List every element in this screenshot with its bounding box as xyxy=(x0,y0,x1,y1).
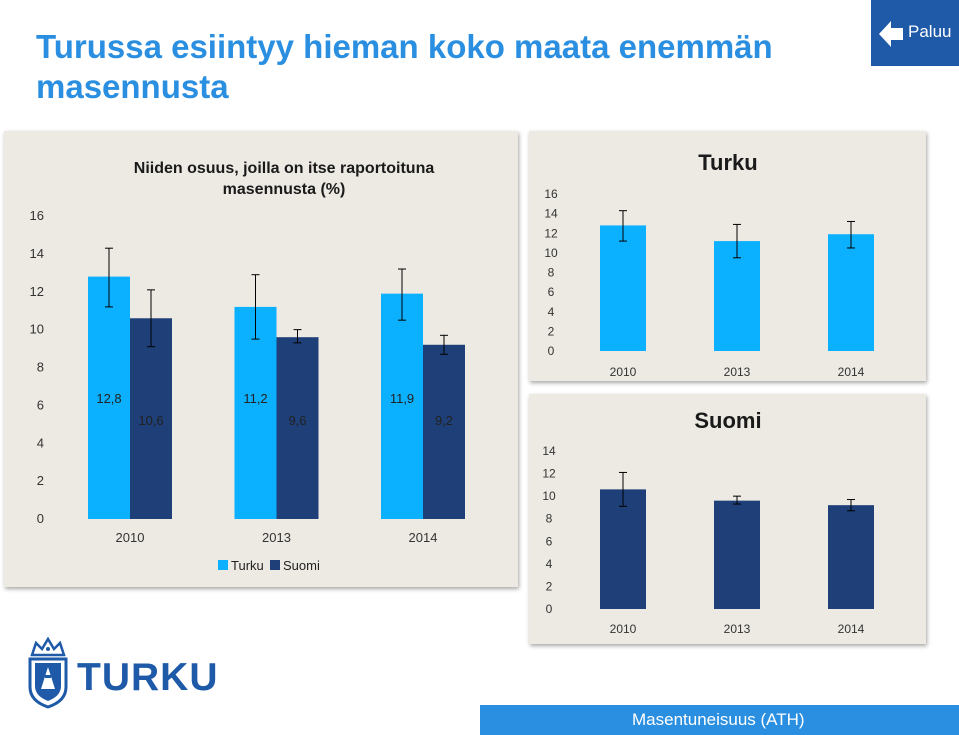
legend-label-suomi: Suomi xyxy=(283,558,320,573)
logo-text: TURKU xyxy=(77,656,219,699)
legend: Turku Suomi xyxy=(218,558,320,573)
y-tick-label: 2 xyxy=(548,324,555,338)
y-tick-label: 12 xyxy=(544,226,558,240)
x-tick-label: 2013 xyxy=(724,365,751,379)
y-tick-label: 4 xyxy=(37,435,44,450)
bar-turku-2010 xyxy=(88,276,130,519)
y-tick-label: 14 xyxy=(544,207,558,221)
y-tick-label: 4 xyxy=(546,557,553,571)
main-chart: Niiden osuus, joilla on itse raportoitun… xyxy=(30,160,465,573)
y-tick-label: 6 xyxy=(546,534,553,548)
y-tick-label: 8 xyxy=(37,360,44,375)
y-tick-label: 14 xyxy=(30,246,44,261)
data-label: 11,9 xyxy=(390,391,414,406)
y-tick-label: 16 xyxy=(544,187,558,201)
footer-label: Masentuneisuus (ATH) xyxy=(632,710,805,729)
page-title: Turussa esiintyy hieman koko maata enemm… xyxy=(36,28,773,105)
x-tick-label: 2010 xyxy=(610,365,637,379)
y-tick-label: 2 xyxy=(37,473,44,488)
x-tick-label: 2014 xyxy=(838,365,865,379)
y-tick-label: 6 xyxy=(548,285,555,299)
y-tick-label: 14 xyxy=(542,444,556,458)
bar-suomi-2013 xyxy=(276,337,319,519)
y-tick-label: 16 xyxy=(30,208,44,223)
bar-turku-2013 xyxy=(714,241,760,351)
data-label: 11,2 xyxy=(243,391,267,406)
bar-turku-2013 xyxy=(234,306,277,519)
turku-chart: Turku 0 2 4 6 8 10 12 14 16 2010 2013 2014 xyxy=(544,150,874,379)
x-tick-label: 2014 xyxy=(838,622,865,636)
y-tick-label: 4 xyxy=(548,305,555,319)
data-label: 10,6 xyxy=(138,413,163,428)
x-tick-label: 2013 xyxy=(724,622,751,636)
chart-title-line-2: masennusta (%) xyxy=(223,181,346,198)
bar-turku-2010 xyxy=(600,225,646,351)
y-tick-label: 10 xyxy=(544,246,558,260)
y-tick-label: 0 xyxy=(546,602,553,616)
x-tick-label: 2013 xyxy=(262,530,291,545)
y-tick-label: 0 xyxy=(548,344,555,358)
back-button[interactable]: Paluu xyxy=(871,0,959,66)
suomi-chart-panel: Suomi 0 2 4 6 8 10 12 14 2010 2013 2014 xyxy=(529,394,926,644)
chart-title: Niiden osuus, joilla on itse raportoitun… xyxy=(134,160,435,177)
legend-label-turku: Turku xyxy=(231,558,264,573)
bar-suomi-2013 xyxy=(714,500,760,609)
chart-title: Suomi xyxy=(694,408,761,433)
legend-swatch-turku xyxy=(218,560,228,570)
bar-turku-2014 xyxy=(381,293,423,519)
bar-suomi-2014 xyxy=(423,344,465,519)
y-tick-label: 6 xyxy=(37,397,44,412)
bar-suomi-2010 xyxy=(130,318,172,519)
y-tick-label: 12 xyxy=(30,284,44,299)
x-tick-label: 2010 xyxy=(116,530,145,545)
main-chart-panel: Niiden osuus, joilla on itse raportoitun… xyxy=(4,131,518,587)
y-tick-label: 8 xyxy=(546,512,553,526)
bar-suomi-2014 xyxy=(828,505,874,609)
y-tick-label: 10 xyxy=(30,322,44,337)
legend-swatch-suomi xyxy=(270,560,280,570)
y-tick-label: 0 xyxy=(37,511,44,526)
y-tick-label: 10 xyxy=(542,489,556,503)
data-label: 9,2 xyxy=(435,413,453,428)
chart-title: Turku xyxy=(698,150,757,175)
y-tick-label: 8 xyxy=(548,266,555,280)
data-label: 12,8 xyxy=(96,391,121,406)
x-tick-label: 2014 xyxy=(409,530,438,545)
back-button-label: Paluu xyxy=(908,22,952,41)
y-tick-label: 12 xyxy=(542,467,556,481)
data-label: 9,6 xyxy=(288,413,306,428)
arrow-left-icon xyxy=(879,21,903,47)
footer-bar: Masentuneisuus (ATH) xyxy=(480,705,959,735)
suomi-chart: Suomi 0 2 4 6 8 10 12 14 2010 2013 2014 xyxy=(542,408,874,636)
x-tick-label: 2010 xyxy=(610,622,637,636)
bar-suomi-2010 xyxy=(600,489,646,609)
bar-turku-2014 xyxy=(828,234,874,351)
y-tick-label: 2 xyxy=(546,579,553,593)
turku-chart-panel: Turku 0 2 4 6 8 10 12 14 16 2010 2013 2014 xyxy=(529,131,926,381)
turku-crest-icon xyxy=(28,637,68,709)
